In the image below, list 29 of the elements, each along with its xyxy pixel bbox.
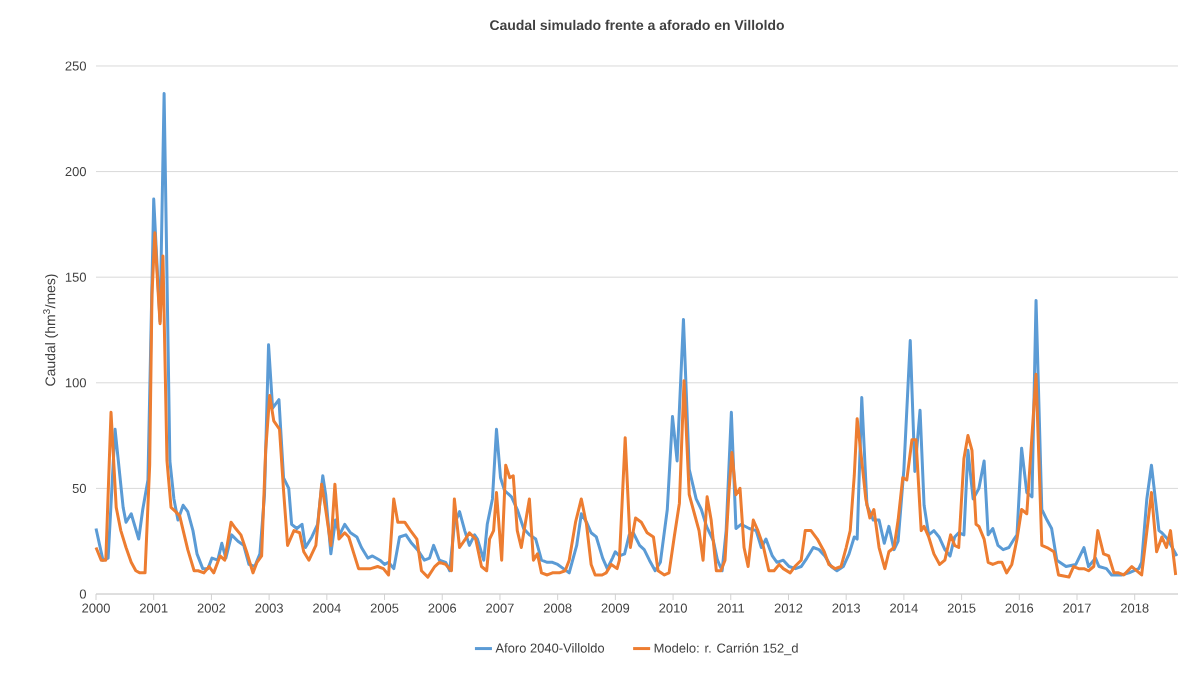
y-tick-label: 250	[65, 61, 87, 71]
y-axis-title: Caudal (hm$^{3}$/mes)	[43, 274, 59, 386]
x-tick-label: 2007	[486, 603, 514, 613]
x-tick-label: 2002	[197, 603, 226, 613]
x-tick-label: 2009	[601, 603, 630, 613]
x-tick-label: 2003	[255, 603, 283, 613]
x-tick-label: 2011	[717, 603, 745, 613]
y-tick-label: 200	[65, 167, 87, 177]
y-tick-label: 50	[72, 483, 87, 493]
y-tick-label: 100	[65, 378, 87, 388]
x-tick-label: 2015	[947, 603, 976, 613]
x-tick-label: 2012	[774, 603, 803, 613]
y-tick-label: 0	[79, 589, 87, 599]
chart-title: Caudal simulado frente a aforado en Villoldo	[490, 19, 784, 31]
x-tick-label: 2001	[139, 603, 168, 613]
x-tick-label: 2006	[428, 603, 457, 613]
x-tick-label: 2014	[890, 603, 918, 613]
y-tick-label: 150	[65, 272, 87, 282]
x-tick-label: 2004	[313, 603, 341, 613]
x-tick-label: 2017	[1063, 603, 1091, 613]
legend-label: Aforo 2040-Villoldo	[495, 643, 605, 653]
x-tick-label: 2010	[659, 603, 687, 613]
x-tick-label: 2016	[1005, 603, 1034, 613]
legend-label: Modelo: r. Carrión 152_d	[654, 643, 798, 656]
x-tick-label: 2000	[82, 603, 110, 613]
x-tick-label: 2013	[832, 603, 861, 613]
x-tick-label: 2008	[543, 603, 572, 613]
x-tick-label: 2018	[1120, 603, 1149, 613]
x-tick-label: 2005	[370, 603, 399, 613]
